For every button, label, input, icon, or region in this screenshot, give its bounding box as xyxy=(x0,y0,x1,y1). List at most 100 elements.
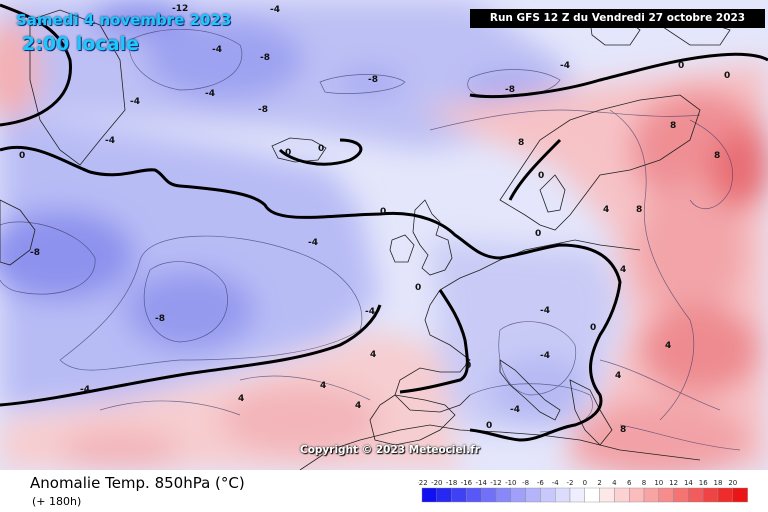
contour-label: -4 xyxy=(540,306,550,316)
legend-label: -22 xyxy=(418,479,428,487)
legend-swatch xyxy=(525,487,541,503)
legend-label: 18 xyxy=(714,479,723,487)
legend-swatch xyxy=(732,487,748,503)
legend-label: -18 xyxy=(446,479,457,487)
contour-label: 0 xyxy=(486,421,492,431)
contour-label: -4 xyxy=(560,61,570,71)
legend-swatch xyxy=(436,487,452,503)
contour-label: 4 xyxy=(320,381,326,391)
legend-swatch xyxy=(510,487,526,503)
legend-swatch xyxy=(703,487,719,503)
zero-contour xyxy=(0,3,768,442)
contour-label: -4 xyxy=(105,136,115,146)
contour-label: -8 xyxy=(30,248,40,258)
legend-swatch xyxy=(717,487,734,503)
contour-label: -4 xyxy=(540,351,550,361)
legend-label: -6 xyxy=(537,479,545,487)
legend-swatch xyxy=(569,487,586,503)
legend-label: -14 xyxy=(475,479,487,487)
contour-label: 0 xyxy=(535,229,541,239)
contour-label: 0 xyxy=(724,71,730,81)
contour-label: -4 xyxy=(365,307,375,317)
legend-swatch xyxy=(554,487,571,503)
legend-label: -16 xyxy=(461,479,473,487)
contour-label: 0 xyxy=(19,151,25,161)
legend-label: -2 xyxy=(567,479,574,487)
forecast-date: Samedi 4 novembre 2023 xyxy=(16,11,232,29)
contour-label: -8 xyxy=(368,75,378,85)
contour-label: 0 xyxy=(465,361,471,371)
legend-swatch xyxy=(421,487,438,503)
legend-swatch xyxy=(599,487,615,503)
legend-swatch xyxy=(628,487,645,503)
forecast-time: 2:00 locale xyxy=(22,33,139,55)
legend-swatch xyxy=(673,487,689,503)
legend-swatch xyxy=(466,487,482,503)
legend-swatch xyxy=(495,487,512,503)
contour-label: -4 xyxy=(212,45,222,55)
legend-label: 16 xyxy=(699,479,708,487)
legend-label: -10 xyxy=(505,479,516,487)
contour-label: 8 xyxy=(714,151,720,161)
legend-swatch xyxy=(688,487,704,503)
legend-swatch xyxy=(643,487,660,503)
contour-label: 4 xyxy=(620,265,626,275)
legend-label: 10 xyxy=(654,479,663,487)
contour-label: -8 xyxy=(155,314,165,324)
legend-swatch xyxy=(584,487,600,503)
legend-label: 4 xyxy=(612,479,617,487)
variable-title: Anomalie Temp. 850hPa (°C) xyxy=(30,474,245,492)
legend-label: 14 xyxy=(684,479,693,487)
contour-label: -4 xyxy=(130,97,140,107)
contour-label: -4 xyxy=(308,238,318,248)
contour-label: 0 xyxy=(678,61,684,71)
contour-label: -4 xyxy=(80,385,90,395)
legend-label: -12 xyxy=(490,479,501,487)
contour-label: 4 xyxy=(615,371,621,381)
legend-label: -4 xyxy=(552,479,560,487)
contour-label: 0 xyxy=(318,144,324,154)
forecast-hour: (+ 180h) xyxy=(32,495,82,508)
legend-label: 12 xyxy=(669,479,678,487)
legend-swatch xyxy=(451,487,467,503)
legend-label: 2 xyxy=(597,479,601,487)
color-legend: -22-20-18-16-14-12-10-8-6-4-202468101214… xyxy=(416,476,758,512)
run-info-banner: Run GFS 12 Z du Vendredi 27 octobre 2023 xyxy=(470,9,765,28)
contour-label: -4 xyxy=(270,5,280,15)
legend-label: 8 xyxy=(642,479,646,487)
legend-scale: -22-20-18-16-14-12-10-8-6-4-202468101214… xyxy=(416,479,748,503)
contour-label: -4 xyxy=(510,405,520,415)
contour-label: 4 xyxy=(603,205,609,215)
contour-label: 0 xyxy=(415,283,421,293)
contour-label: 8 xyxy=(670,121,676,131)
contour-labels: -12 -4 -4 -8 -4 -8 -8 0 0 -4 -4 -4 -8 0 0 0 8 8 8 0 0 4 8 -4 -8 0… xyxy=(19,4,730,435)
legend-label: 6 xyxy=(627,479,632,487)
contour-label: 8 xyxy=(620,425,626,435)
legend-swatch xyxy=(481,487,497,503)
copyright-notice: Copyright © 2023 Meteociel.fr xyxy=(300,444,480,456)
map-canvas: -12 -4 -4 -8 -4 -8 -8 0 0 -4 -4 -4 -8 0 0 0 8 8 8 0 0 4 8 -4 -8 0… xyxy=(0,0,768,470)
legend-swatch xyxy=(614,487,630,503)
contour-label: -4 xyxy=(205,89,215,99)
contour-label: -8 xyxy=(258,105,268,115)
legend-label: -8 xyxy=(522,479,529,487)
contour-label: -12 xyxy=(172,4,188,14)
weather-map: -12 -4 -4 -8 -4 -8 -8 0 0 -4 -4 -4 -8 0 0 0 8 8 8 0 0 4 8 -4 -8 0… xyxy=(0,0,768,470)
contour-label: 8 xyxy=(518,138,524,148)
legend-swatch xyxy=(540,487,556,503)
legend-swatch xyxy=(658,487,674,503)
contour-label: 0 xyxy=(590,323,596,333)
contour-label: 0 xyxy=(538,171,544,181)
contour-label: 4 xyxy=(370,350,376,360)
legend-label: 20 xyxy=(728,479,737,487)
contour-label: 0 xyxy=(380,207,386,217)
contour-label: 4 xyxy=(355,401,361,411)
contour-label: -8 xyxy=(505,85,515,95)
legend-label: 0 xyxy=(583,479,587,487)
contour-label: 0 xyxy=(285,148,291,158)
legend-label: -20 xyxy=(431,479,442,487)
contour-label: 8 xyxy=(636,205,642,215)
contour-label: 4 xyxy=(238,394,244,404)
contour-label: -8 xyxy=(260,53,270,63)
contour-label: 4 xyxy=(665,341,671,351)
